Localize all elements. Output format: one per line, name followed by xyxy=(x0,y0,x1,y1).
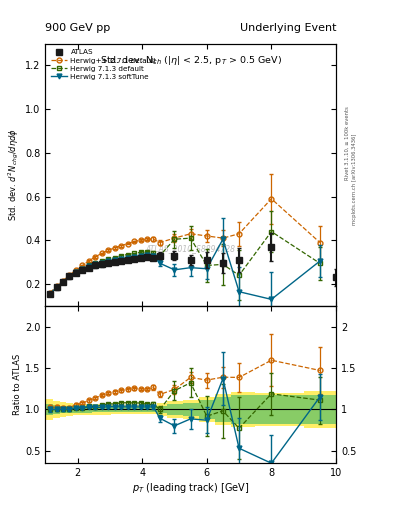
Text: Std. dev. N$_{ch}$ (|$\eta$| < 2.5, p$_T$ > 0.5 GeV): Std. dev. N$_{ch}$ (|$\eta$| < 2.5, p$_T… xyxy=(99,54,282,67)
Bar xyxy=(131,407,137,412)
Bar xyxy=(167,401,182,418)
Text: 900 GeV pp: 900 GeV pp xyxy=(45,23,110,33)
Bar xyxy=(60,401,66,417)
Y-axis label: Ratio to ATLAS: Ratio to ATLAS xyxy=(13,354,22,415)
Bar xyxy=(79,404,86,415)
Text: mcplots.cern.ch [arXiv:1306.3436]: mcplots.cern.ch [arXiv:1306.3436] xyxy=(352,134,357,225)
Bar xyxy=(45,404,53,415)
Text: ATLAS_2010_S8894728: ATLAS_2010_S8894728 xyxy=(145,244,236,253)
Bar xyxy=(150,407,157,412)
Bar xyxy=(199,400,215,419)
Bar xyxy=(45,399,53,420)
Bar xyxy=(53,400,60,418)
Bar xyxy=(255,395,304,424)
Y-axis label: Std. dev. $d^2N_{chg}/d\eta d\phi$: Std. dev. $d^2N_{chg}/d\eta d\phi$ xyxy=(6,128,21,221)
Bar xyxy=(99,407,105,412)
Bar xyxy=(231,392,255,427)
Legend: ATLAS, Herwig++ 2.7.1 default, Herwig 7.1.3 default, Herwig 7.1.3 softTune: ATLAS, Herwig++ 2.7.1 default, Herwig 7.… xyxy=(49,47,159,82)
Bar xyxy=(304,395,352,424)
Text: Underlying Event: Underlying Event xyxy=(239,23,336,33)
Bar xyxy=(105,404,112,415)
Bar xyxy=(92,407,99,412)
Bar xyxy=(60,406,66,414)
Bar xyxy=(215,397,231,422)
Bar xyxy=(231,395,255,424)
Bar xyxy=(255,393,304,426)
Bar xyxy=(86,404,92,415)
Bar xyxy=(105,407,112,412)
Bar xyxy=(157,406,167,413)
Bar xyxy=(304,392,352,428)
Bar xyxy=(137,405,144,414)
Bar xyxy=(144,407,150,412)
Bar xyxy=(215,394,231,425)
Bar xyxy=(150,405,157,414)
Bar xyxy=(99,404,105,415)
Bar xyxy=(182,403,199,416)
Bar xyxy=(137,407,144,412)
Bar xyxy=(66,406,73,413)
Bar xyxy=(167,404,182,415)
Bar xyxy=(182,400,199,419)
Text: Rivet 3.1.10, ≥ 100k events: Rivet 3.1.10, ≥ 100k events xyxy=(345,106,350,180)
Bar xyxy=(92,404,99,415)
X-axis label: $p_T$ (leading track) [GeV]: $p_T$ (leading track) [GeV] xyxy=(132,481,249,495)
Bar xyxy=(144,405,150,414)
Bar xyxy=(79,407,86,413)
Bar xyxy=(66,403,73,416)
Bar xyxy=(199,397,215,421)
Bar xyxy=(112,404,118,415)
Bar xyxy=(124,404,131,414)
Bar xyxy=(157,403,167,416)
Bar xyxy=(112,407,118,412)
Bar xyxy=(131,405,137,414)
Bar xyxy=(86,407,92,413)
Bar xyxy=(73,403,79,415)
Bar xyxy=(124,407,131,412)
Bar xyxy=(73,406,79,413)
Bar xyxy=(118,407,124,412)
Bar xyxy=(53,405,60,414)
Bar xyxy=(118,404,124,414)
